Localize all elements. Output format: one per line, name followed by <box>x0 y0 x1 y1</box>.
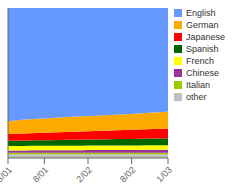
html-text:Japanese: Japanese <box>186 32 225 42</box>
svg-text:8/02: 8/02 <box>118 165 137 184</box>
html-text:Italian: Italian <box>186 80 210 90</box>
html-text:Chinese: Chinese <box>186 68 219 78</box>
html-text:English: English <box>186 8 216 18</box>
svg-text:3/01: 3/01 <box>0 165 14 184</box>
html-text:German: German <box>186 20 219 30</box>
svg-text:1/03: 1/03 <box>154 165 173 184</box>
html-text:French: French <box>186 56 214 66</box>
html-text:Spanish: Spanish <box>186 44 219 54</box>
html-text:other: other <box>186 92 207 102</box>
svg-text:2/02: 2/02 <box>74 165 93 184</box>
svg-text:8/01: 8/01 <box>31 165 50 184</box>
